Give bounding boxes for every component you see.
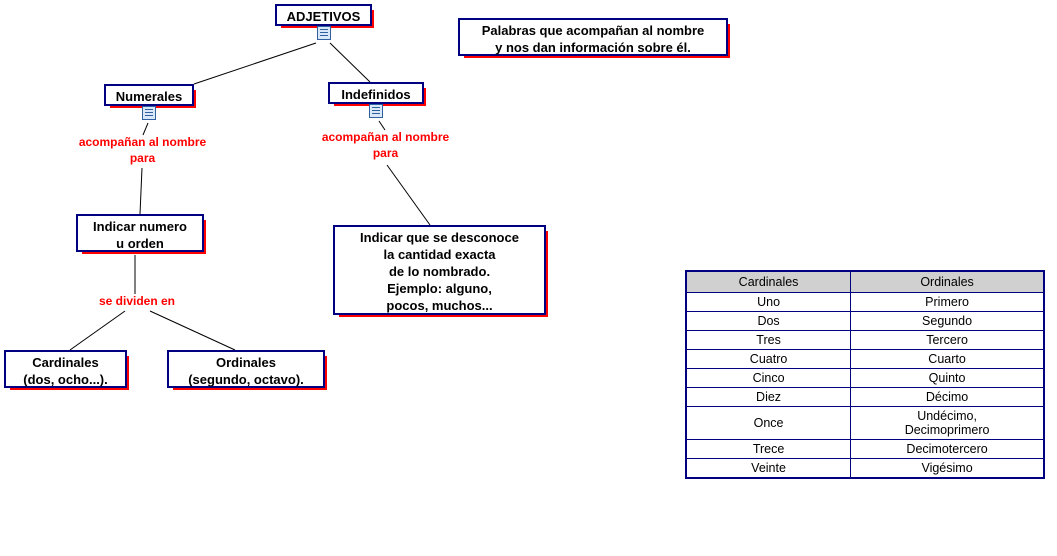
cardinales-ordinales-table: Cardinales Ordinales UnoPrimeroDosSegund… (685, 270, 1045, 479)
linklabel-numerales: acompañan al nombrepara (55, 135, 230, 166)
table-body: UnoPrimeroDosSegundoTresTerceroCuatroCua… (686, 293, 1044, 479)
connector-line (379, 121, 385, 130)
table-row: UnoPrimero (686, 293, 1044, 312)
node-ordinales[interactable]: Ordinales(segundo, octavo). (167, 350, 325, 388)
linklabel-text: acompañan al nombrepara (322, 130, 449, 160)
table-cell: Diez (686, 388, 851, 407)
node-indicar-numero[interactable]: Indicar numerou orden (76, 214, 204, 252)
table-row: CincoQuinto (686, 369, 1044, 388)
node-label: Palabras que acompañan al nombrey nos da… (482, 23, 705, 55)
node-adjetivos[interactable]: ADJETIVOS (275, 4, 372, 26)
connector-line (150, 311, 235, 350)
document-icon (369, 104, 383, 118)
table-cell: Cinco (686, 369, 851, 388)
node-label: Indicar que se desconocela cantidad exac… (360, 230, 519, 313)
node-numerales[interactable]: Numerales (104, 84, 194, 106)
table-cell: Dos (686, 312, 851, 331)
node-label: Numerales (116, 89, 182, 104)
table-cell: Undécimo,Decimoprimero (851, 407, 1044, 440)
table-cell: Uno (686, 293, 851, 312)
document-icon (142, 106, 156, 120)
table-row: CuatroCuarto (686, 350, 1044, 369)
connector-line (143, 123, 148, 135)
node-label: Cardinales(dos, ocho...). (23, 355, 108, 387)
node-label: Indicar numerou orden (93, 219, 187, 251)
node-cardinales[interactable]: Cardinales(dos, ocho...). (4, 350, 127, 388)
table-cell: Décimo (851, 388, 1044, 407)
table-cell: Once (686, 407, 851, 440)
connector-line (330, 43, 370, 82)
table-header-row: Cardinales Ordinales (686, 271, 1044, 293)
table-cell: Decimotercero (851, 440, 1044, 459)
table-row: TresTercero (686, 331, 1044, 350)
node-label: ADJETIVOS (287, 9, 361, 24)
node-indefinidos[interactable]: Indefinidos (328, 82, 424, 104)
table-row: OnceUndécimo,Decimoprimero (686, 407, 1044, 440)
node-label: Ordinales(segundo, octavo). (188, 355, 304, 387)
table-cell: Cuatro (686, 350, 851, 369)
table-cell: Vigésimo (851, 459, 1044, 479)
linklabel-dividen: se dividen en (82, 294, 192, 310)
table-cell: Tres (686, 331, 851, 350)
document-icon (317, 26, 331, 40)
table-row: DosSegundo (686, 312, 1044, 331)
connector-line (140, 168, 142, 214)
table-cell: Cuarto (851, 350, 1044, 369)
table-cell: Trece (686, 440, 851, 459)
table-header-cardinales: Cardinales (686, 271, 851, 293)
table-cell: Veinte (686, 459, 851, 479)
linklabel-text: se dividen en (99, 294, 175, 308)
table-cell: Segundo (851, 312, 1044, 331)
connector-line (194, 43, 316, 84)
node-definition[interactable]: Palabras que acompañan al nombrey nos da… (458, 18, 728, 56)
connector-line (387, 165, 430, 225)
table-row: VeinteVigésimo (686, 459, 1044, 479)
table-row: DiezDécimo (686, 388, 1044, 407)
linklabel-indefinidos: acompañan al nombrepara (298, 130, 473, 161)
connector-line (70, 311, 125, 350)
table-header-ordinales: Ordinales (851, 271, 1044, 293)
table-row: TreceDecimotercero (686, 440, 1044, 459)
table-cell: Quinto (851, 369, 1044, 388)
table-cell: Primero (851, 293, 1044, 312)
node-indicar-desconoce[interactable]: Indicar que se desconocela cantidad exac… (333, 225, 546, 315)
table-cell: Tercero (851, 331, 1044, 350)
node-label: Indefinidos (341, 87, 410, 102)
linklabel-text: acompañan al nombrepara (79, 135, 206, 165)
